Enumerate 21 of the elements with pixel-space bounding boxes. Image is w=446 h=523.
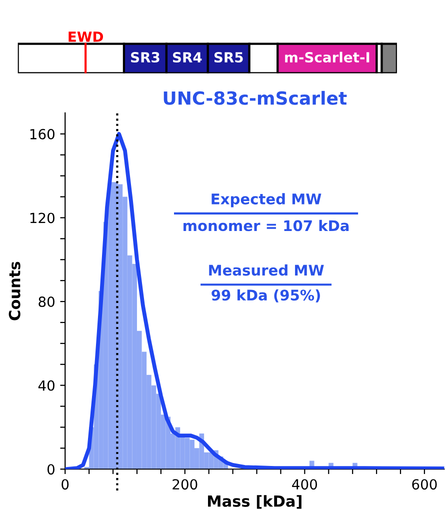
- y-tick-label: 40: [38, 380, 54, 391]
- x-tick-label: 0: [62, 479, 69, 490]
- text: SR3: [131, 52, 160, 63]
- y-axis-title: Counts: [8, 262, 20, 320]
- x-tick-label: 600: [412, 479, 437, 490]
- x-axis-title: Mass [kDa]: [208, 495, 302, 509]
- chart-title: UNC-83c-mScarlet: [164, 90, 347, 105]
- text: m-Scarlet-I: [285, 52, 370, 63]
- y-tick-label: 120: [30, 212, 54, 224]
- y-tick-label: 160: [30, 128, 54, 140]
- annotation: monomer = 107 kDa: [184, 220, 349, 232]
- text: SR5: [214, 52, 243, 63]
- x-tick-label: 400: [292, 479, 318, 490]
- text: EWD: [68, 32, 104, 42]
- annotation: Expected MW: [212, 193, 322, 208]
- text: SR4: [172, 52, 202, 63]
- x-tick-label: 200: [172, 479, 198, 490]
- annotation: 99 kDa (95%): [212, 289, 320, 302]
- y-tick-label: 0: [47, 464, 54, 475]
- annotation: Measured MW: [209, 264, 324, 276]
- y-tick-label: 80: [38, 296, 54, 307]
